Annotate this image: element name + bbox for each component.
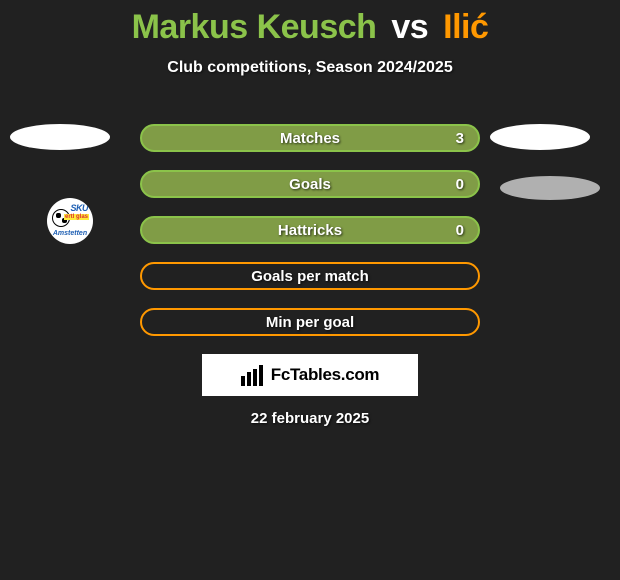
player1-photo-placeholder xyxy=(10,124,110,150)
watermark-text: FcTables.com xyxy=(271,365,380,385)
badge-text-bottom: Amstetten xyxy=(50,230,90,237)
stat-value: 3 xyxy=(456,130,464,147)
stat-label: Goals xyxy=(289,176,331,193)
stat-label: Min per goal xyxy=(266,314,354,331)
stat-label: Matches xyxy=(280,130,340,147)
bar-chart-icon xyxy=(241,364,265,386)
comparison-infographic: Markus Keusch vs Ilić Club competitions,… xyxy=(0,0,620,580)
player2-photo-placeholder-2 xyxy=(500,176,600,200)
stat-label: Goals per match xyxy=(251,268,369,285)
subtitle: Club competitions, Season 2024/2025 xyxy=(0,59,620,77)
dateline: 22 february 2025 xyxy=(0,410,620,427)
badge-text-sku: SKU xyxy=(70,203,88,213)
stat-row-mpg: Min per goal xyxy=(140,308,480,336)
stat-value: 0 xyxy=(456,176,464,193)
badge-text-ertl: ertl glas xyxy=(64,214,89,220)
player2-name: Ilić xyxy=(443,8,488,46)
stat-row-goals: Goals 0 xyxy=(140,170,480,198)
club-badge: SKU ertl glas Amstetten xyxy=(47,198,93,244)
stat-value: 0 xyxy=(456,222,464,239)
player1-name: Markus Keusch xyxy=(132,8,377,46)
stat-label: Hattricks xyxy=(278,222,342,239)
stat-row-matches: Matches 3 xyxy=(140,124,480,152)
stat-row-hattricks: Hattricks 0 xyxy=(140,216,480,244)
club-badge-inner: SKU ertl glas Amstetten xyxy=(50,201,90,241)
stat-row-gpm: Goals per match xyxy=(140,262,480,290)
stats-bars: Matches 3 Goals 0 Hattricks 0 Goals per … xyxy=(140,124,480,354)
vs-separator: vs xyxy=(391,8,428,46)
player2-photo-placeholder-1 xyxy=(490,124,590,150)
watermark: FcTables.com xyxy=(202,354,418,396)
page-title: Markus Keusch vs Ilić xyxy=(0,0,620,47)
